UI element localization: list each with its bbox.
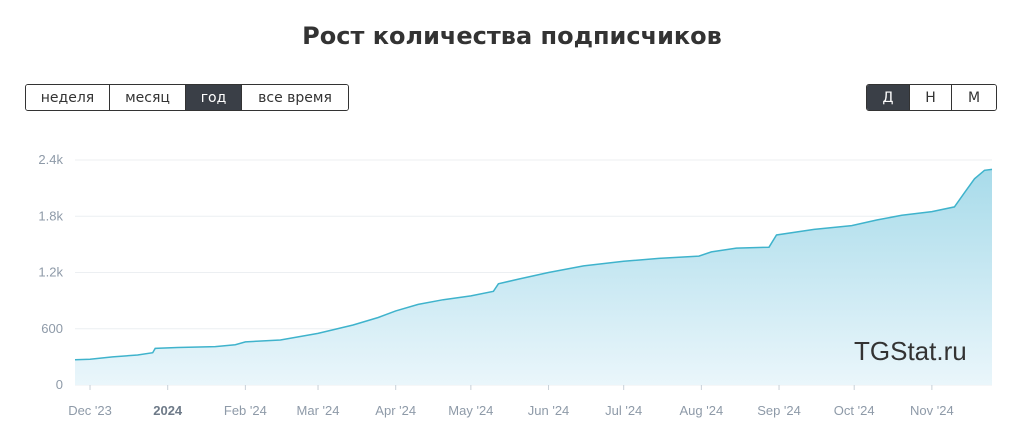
x-tick-label: Nov '24 (910, 403, 954, 418)
x-tick-label: May '24 (448, 403, 493, 418)
period-week-button[interactable]: неделя (26, 85, 110, 110)
x-tick-label: Jul '24 (605, 403, 642, 418)
y-tick-label: 0 (56, 377, 63, 392)
x-tick-label: Oct '24 (834, 403, 875, 418)
series-line (74, 168, 993, 361)
x-tick-label: Jun '24 (528, 403, 570, 418)
x-tick-label: Aug '24 (680, 403, 724, 418)
granularity-day-button[interactable]: Д (867, 85, 910, 110)
period-all-time-button[interactable]: все время (242, 85, 348, 110)
x-tick-label: Feb '24 (224, 403, 267, 418)
period-selector: неделя месяц год все время (25, 84, 349, 111)
y-tick-label: 1.2k (38, 265, 63, 280)
x-tick-label: 2024 (153, 403, 183, 418)
period-month-button[interactable]: месяц (110, 85, 186, 110)
y-tick-label: 1.8k (38, 208, 63, 223)
period-year-button[interactable]: год (186, 85, 242, 110)
granularity-week-button[interactable]: Н (910, 85, 952, 110)
y-tick-label: 600 (41, 321, 63, 336)
x-tick-label: Mar '24 (297, 403, 340, 418)
y-tick-label: 2.4k (38, 152, 63, 167)
granularity-month-button[interactable]: М (952, 85, 996, 110)
x-tick-label: Apr '24 (375, 403, 416, 418)
x-tick-label: Dec '23 (68, 403, 112, 418)
watermark: TGStat.ru (854, 336, 967, 366)
y-axis: 0 600 1.2k 1.8k 2.4k (38, 152, 63, 392)
series-area (75, 169, 992, 385)
x-axis: Dec '23 2024 Feb '24 Mar '24 Apr '24 May '24 J… (68, 385, 954, 418)
granularity-selector: Д Н М (866, 84, 997, 111)
chart-title: Рост количества подписчиков (302, 22, 722, 50)
x-tick-label: Sep '24 (757, 403, 801, 418)
